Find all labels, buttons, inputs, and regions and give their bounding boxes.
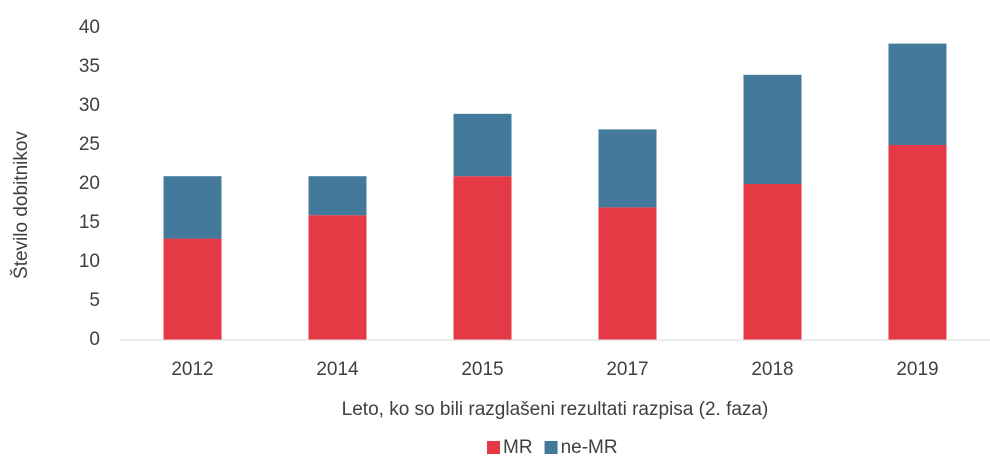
x-tick-label: 2018 bbox=[751, 359, 793, 380]
legend-label: MR bbox=[503, 437, 533, 457]
bar-segment bbox=[743, 74, 802, 184]
bar-segment bbox=[308, 215, 367, 340]
legend-swatch bbox=[544, 441, 558, 454]
legend-label: ne-MR bbox=[561, 437, 618, 457]
bar-segment bbox=[888, 43, 947, 145]
bar-segment bbox=[598, 207, 657, 340]
y-tick-label: 15 bbox=[79, 212, 100, 233]
x-tick-label: 2014 bbox=[316, 359, 359, 380]
bar-segment bbox=[888, 145, 947, 340]
x-axis-title: Leto, ko so bili razglašeni rezultati ra… bbox=[342, 399, 769, 420]
x-tick-label: 2017 bbox=[606, 359, 648, 380]
bar-segment bbox=[453, 176, 512, 340]
y-tick-label: 40 bbox=[79, 17, 100, 38]
y-tick-label: 20 bbox=[79, 173, 100, 194]
bar-segment bbox=[598, 129, 657, 208]
y-tick-label: 35 bbox=[79, 56, 100, 77]
y-tick-label: 25 bbox=[79, 134, 100, 155]
y-axis-title: Število dobitnikov bbox=[10, 131, 32, 279]
x-tick-label: 2012 bbox=[171, 359, 213, 380]
bar-segment bbox=[453, 113, 512, 177]
x-tick-label: 2019 bbox=[896, 359, 938, 380]
bar-segment bbox=[163, 176, 222, 239]
x-tick-label: 2015 bbox=[461, 359, 503, 380]
bar-segment bbox=[743, 184, 802, 340]
y-tick-label: 5 bbox=[89, 290, 100, 311]
bar-segment bbox=[163, 238, 222, 340]
legend-swatch bbox=[487, 441, 500, 454]
bar-segment bbox=[308, 176, 367, 216]
y-tick-label: 0 bbox=[89, 329, 100, 350]
y-tick-label: 10 bbox=[79, 251, 100, 272]
y-tick-label: 30 bbox=[79, 95, 100, 116]
